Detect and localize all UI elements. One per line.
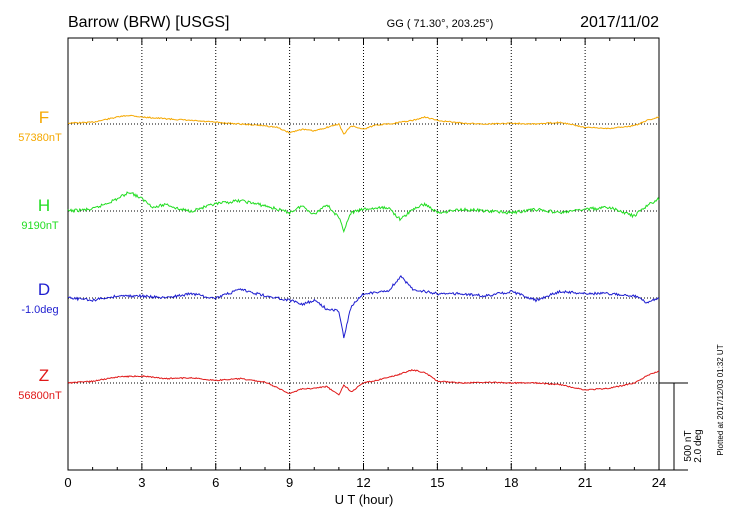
series-line-h <box>67 191 660 234</box>
scale-bar-nt-label: 500 nT <box>683 430 694 461</box>
series-line-z <box>67 369 660 396</box>
x-tick-label: 0 <box>64 475 71 490</box>
x-tick-label: 6 <box>212 475 219 490</box>
x-tick-label: 15 <box>430 475 444 490</box>
series-name-f: F <box>39 108 49 127</box>
plotted-note: Plotted at 2017/12/03 01:32 UT <box>716 344 725 455</box>
coordinates-label: GG ( 71.30°, 203.25°) <box>387 18 494 30</box>
series-name-z: Z <box>39 366 49 385</box>
date-label: 2017/11/02 <box>580 14 659 31</box>
x-axis-label: U T (hour) <box>335 492 394 507</box>
x-tick-label: 24 <box>652 475 666 490</box>
series-name-d: D <box>38 280 50 299</box>
chart-title: Barrow (BRW) [USGS] <box>68 14 230 31</box>
baseline-label-h: 9190nT <box>21 220 59 232</box>
x-tick-label: 21 <box>578 475 592 490</box>
x-tick-label: 12 <box>356 475 370 490</box>
series-layer <box>67 114 660 396</box>
series-name-h: H <box>38 196 50 215</box>
baseline-label-z: 56800nT <box>18 390 62 402</box>
baseline-label-d: -1.0deg <box>21 304 58 316</box>
x-tick-label: 3 <box>138 475 145 490</box>
scale-bar: 500 nT 2.0 deg <box>659 382 704 471</box>
baseline-label-f: 57380nT <box>18 132 62 144</box>
vertical-gridlines <box>141 38 586 470</box>
label-layer: 0 3 6 9 12 15 18 21 24 F 57380nT H 9190nT D -1.0deg Z 56… <box>18 108 666 490</box>
series-line-f <box>67 114 660 135</box>
x-tick-label: 18 <box>504 475 518 490</box>
series-line-d <box>67 275 660 339</box>
x-tick-label: 9 <box>286 475 293 490</box>
scale-bar-deg-label: 2.0 deg <box>693 429 704 462</box>
plot-frame <box>67 37 660 471</box>
